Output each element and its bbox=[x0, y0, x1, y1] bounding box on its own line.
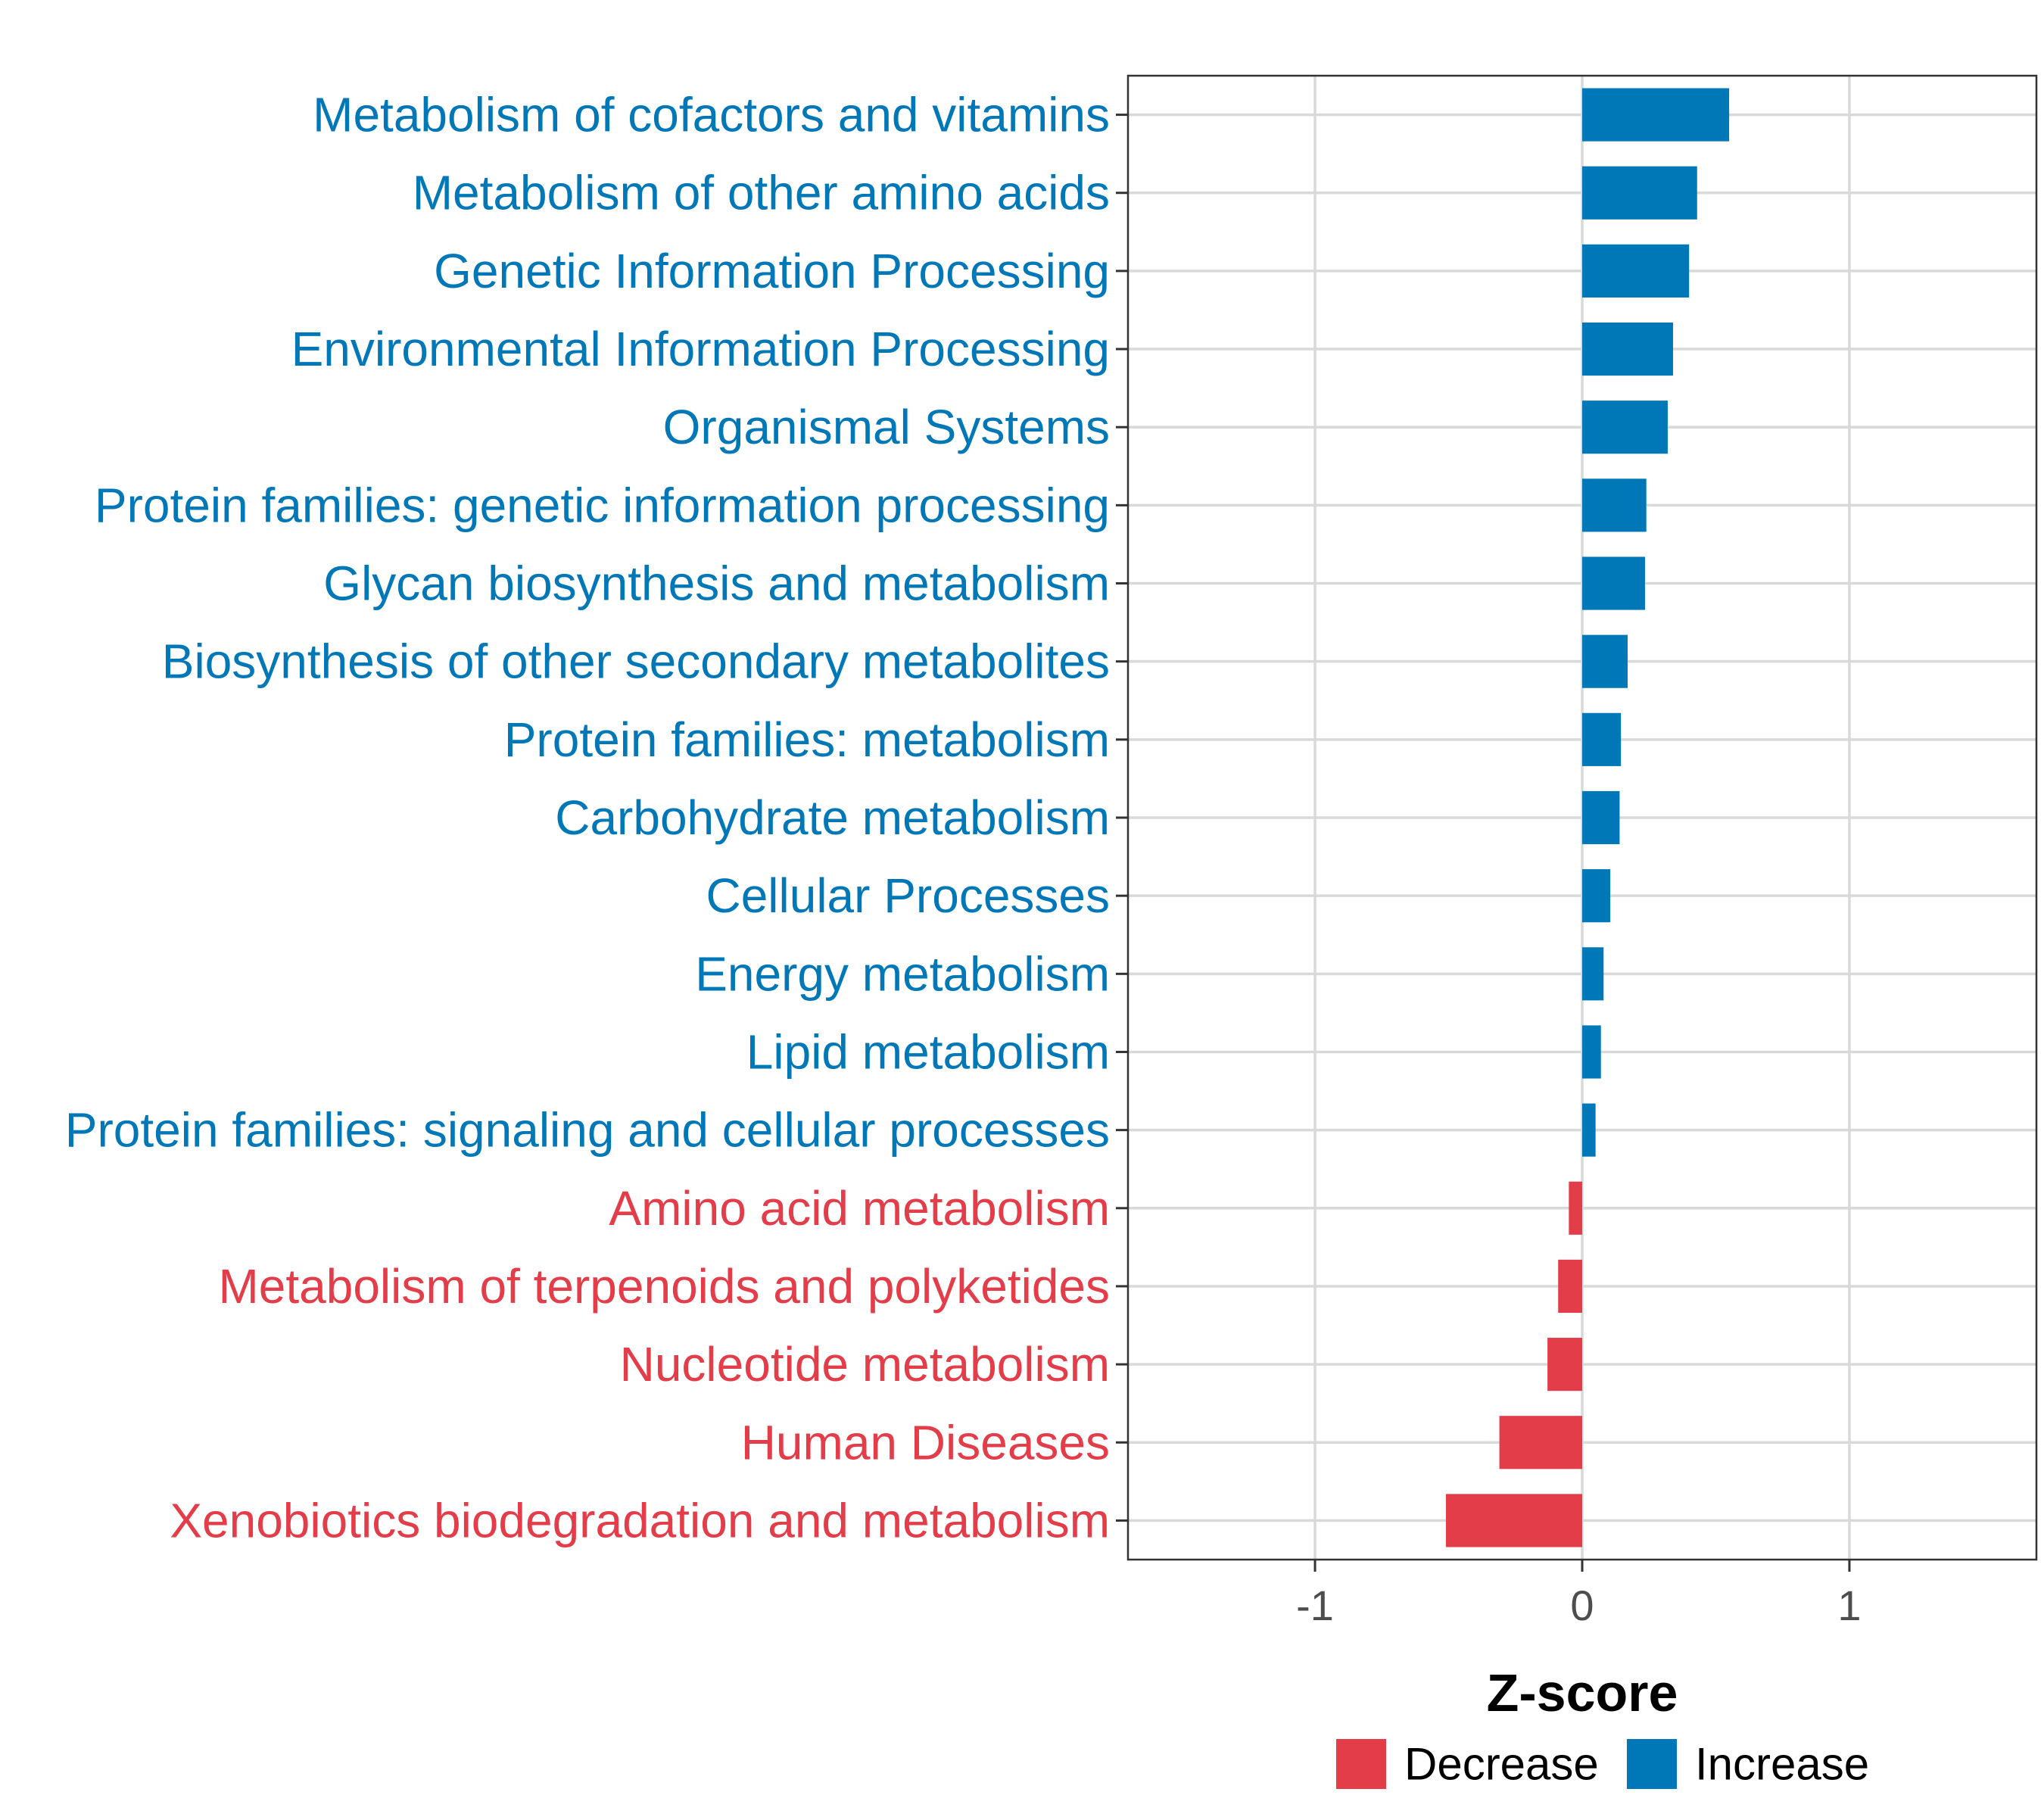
legend-label: Decrease bbox=[1404, 1739, 1599, 1790]
category-label: Carbohydrate metabolism bbox=[555, 790, 1110, 845]
bar bbox=[1446, 1494, 1582, 1547]
bar bbox=[1582, 478, 1647, 532]
bars bbox=[1446, 88, 1730, 1547]
category-label: Protein families: genetic information pr… bbox=[95, 478, 1110, 532]
bar bbox=[1582, 1103, 1596, 1157]
legend-swatch bbox=[1627, 1739, 1677, 1789]
bar bbox=[1582, 88, 1730, 142]
x-tick-label: -1 bbox=[1296, 1582, 1334, 1629]
bar bbox=[1582, 634, 1628, 688]
bar bbox=[1582, 947, 1604, 1001]
x-axis-title: Z-score bbox=[1487, 1663, 1678, 1722]
category-label: Protein families: metabolism bbox=[504, 712, 1110, 767]
bar bbox=[1582, 244, 1690, 298]
category-label: Genetic Information Processing bbox=[434, 244, 1110, 298]
bar bbox=[1582, 166, 1697, 220]
category-label: Protein families: signaling and cellular… bbox=[65, 1103, 1110, 1158]
bar bbox=[1582, 400, 1668, 454]
legend: Decrease Increase bbox=[1336, 1739, 1869, 1790]
category-label: Metabolism of other amino acids bbox=[413, 166, 1110, 220]
legend-swatch bbox=[1336, 1739, 1386, 1789]
bar bbox=[1558, 1259, 1582, 1314]
bar bbox=[1569, 1181, 1582, 1235]
category-label: Environmental Information Processing bbox=[291, 322, 1110, 376]
bar bbox=[1582, 322, 1673, 376]
bar bbox=[1582, 790, 1620, 845]
category-label: Metabolism of terpenoids and polyketides bbox=[218, 1259, 1110, 1314]
bar bbox=[1582, 869, 1611, 923]
category-label: Metabolism of cofactors and vitamins bbox=[313, 88, 1110, 142]
bar bbox=[1547, 1338, 1582, 1392]
x-tick-labels: -1 0 1 bbox=[1296, 1582, 1861, 1629]
category-label: Organismal Systems bbox=[663, 400, 1110, 454]
x-tick-label: 0 bbox=[1570, 1582, 1594, 1629]
category-label: Energy metabolism bbox=[695, 946, 1110, 1001]
category-label: Amino acid metabolism bbox=[609, 1181, 1110, 1236]
category-label: Human Diseases bbox=[741, 1415, 1110, 1469]
legend-label: Increase bbox=[1695, 1739, 1869, 1790]
category-labels: Metabolism of cofactors and vitamins Meta… bbox=[65, 88, 1110, 1548]
category-label: Biosynthesis of other secondary metaboli… bbox=[162, 634, 1110, 689]
x-tick-label: 1 bbox=[1837, 1582, 1861, 1629]
bar bbox=[1582, 556, 1645, 610]
bar bbox=[1582, 712, 1622, 766]
category-label: Glycan biosynthesis and metabolism bbox=[323, 556, 1110, 611]
bar bbox=[1582, 1025, 1601, 1079]
category-label: Xenobiotics biodegradation and metabolis… bbox=[170, 1493, 1110, 1547]
category-label: Nucleotide metabolism bbox=[620, 1337, 1110, 1392]
axis-ticks bbox=[1116, 114, 1851, 1572]
category-label: Lipid metabolism bbox=[746, 1024, 1110, 1079]
category-label: Cellular Processes bbox=[706, 868, 1110, 923]
bar bbox=[1499, 1416, 1582, 1469]
